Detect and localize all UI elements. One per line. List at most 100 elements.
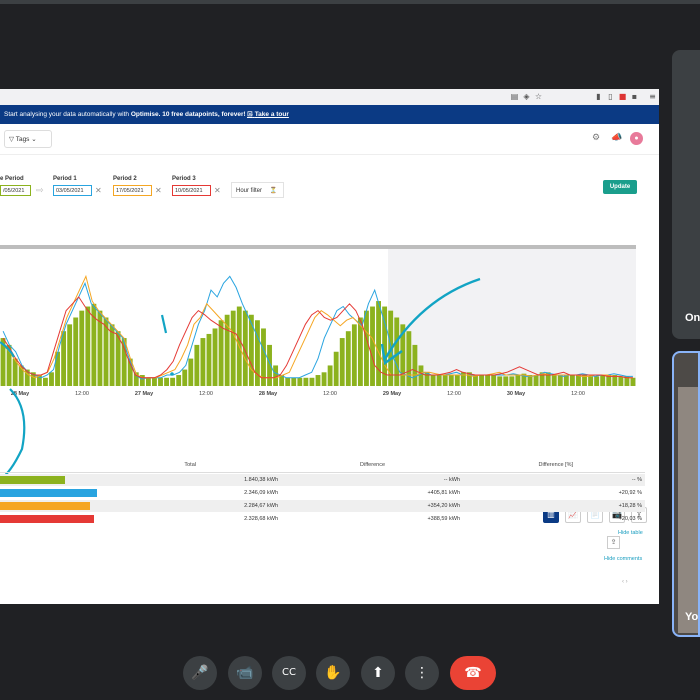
video-camera-icon[interactable]: 📹 (228, 656, 262, 690)
chart-series-line (2, 275, 633, 380)
end-call-icon[interactable]: ☎ (450, 656, 496, 690)
star-icon[interactable]: ☆ (534, 92, 543, 101)
chart-bar (273, 365, 279, 386)
base-period-label: e Period (0, 176, 24, 182)
chart-bar (127, 358, 133, 386)
chart-bar (261, 328, 266, 386)
x-tick-label: 27 May (135, 391, 154, 397)
close-icon[interactable]: ✕ (155, 186, 162, 195)
chart-series-line (2, 296, 633, 379)
period3-input[interactable]: 10/05/2021 (172, 185, 211, 196)
chart-bar (103, 317, 109, 386)
total-cell: 1.840,38 kWh (244, 477, 278, 483)
chart-bar (182, 369, 188, 386)
chart-bar (230, 310, 236, 386)
chart-bar (430, 375, 436, 386)
participant-name: You (685, 611, 699, 623)
gear-icon[interactable]: ⚙ (591, 133, 601, 143)
megaphone-icon[interactable]: 📣 (611, 133, 623, 143)
chart-bar (382, 306, 388, 386)
chart-bar (491, 375, 497, 386)
hour-filter-button[interactable]: Hour filter ⏳ (231, 182, 284, 198)
sidebar-icon[interactable]: ▯ (608, 92, 613, 101)
annotation-arrowhead (380, 343, 403, 366)
chart-bar (333, 351, 339, 386)
period2-input[interactable]: 17/05/2021 (113, 185, 152, 196)
x-tick-label: 28 May (11, 391, 30, 397)
period1-label: Period 1 (53, 176, 77, 182)
chart-bar (218, 320, 224, 386)
x-tick-label: 12:00 (571, 391, 585, 397)
chart-bar (36, 375, 42, 386)
chart-bar (55, 351, 60, 386)
pager-arrows[interactable]: ‹ › (622, 579, 628, 585)
chart-top-band (0, 245, 636, 249)
x-tick-label: 28 May (259, 391, 278, 397)
chart-bar (12, 358, 18, 386)
energy-chart: 28 May 12:00 27 May 12:00 28 May 12:00 29 May 1… (0, 245, 636, 480)
total-bar (0, 515, 94, 523)
total-bar (0, 502, 91, 510)
tags-button[interactable]: ▽ Tags ⌄ (4, 130, 52, 148)
chart-bar (569, 375, 575, 386)
chart-bar (351, 324, 357, 386)
close-icon[interactable]: ✕ (95, 186, 102, 195)
difference-cell: -- kWh (443, 477, 460, 483)
participant-tile[interactable]: On (672, 50, 700, 339)
difference-cell: +405,81 kWh (427, 490, 460, 496)
hide-comments-link[interactable]: Hide comments (604, 556, 643, 562)
period1-input[interactable]: 03/05/2021 (53, 185, 92, 196)
more-options-icon[interactable]: ⋮ (405, 656, 439, 690)
chart-bar (200, 338, 206, 386)
chart-bar (588, 376, 593, 386)
reader-icon[interactable]: ▤ (510, 92, 519, 101)
chart-bar (91, 303, 97, 386)
x-tick-label: 12:00 (199, 391, 213, 397)
microphone-icon[interactable]: 🎤 (183, 656, 217, 690)
difference-pct-header: Difference [%] (538, 462, 573, 468)
annotation-arrow (383, 277, 481, 360)
chart-bar (43, 377, 48, 386)
chart-bar (400, 324, 406, 386)
chart-bar (164, 377, 169, 386)
chart-bar (563, 375, 569, 386)
chart-bar (551, 375, 557, 386)
chart-bar (6, 344, 12, 386)
take-a-tour-link[interactable]: ⊡ Take a tour (247, 105, 289, 124)
filter-icon: ▽ (9, 135, 14, 143)
add-comment-icon[interactable]: ⇪ (607, 536, 620, 549)
chart-bar (467, 372, 472, 386)
menu-icon[interactable]: ≡ (649, 92, 656, 101)
hide-table-link[interactable]: Hide table (618, 530, 643, 536)
base-period-input[interactable]: /05/2021 (0, 185, 31, 196)
extension2-icon[interactable]: ▪ (631, 92, 638, 101)
banner-text: Start analysing your data automatically … (4, 105, 254, 124)
table-header: Total Difference Difference [%] (0, 462, 645, 473)
extension-icon[interactable]: ■ (618, 92, 627, 101)
shield-icon[interactable]: ◈ (523, 92, 530, 101)
chart-bar (309, 377, 315, 386)
captions-icon[interactable]: CC (272, 656, 306, 690)
library-icon[interactable]: ▮ (596, 92, 601, 101)
chart-bar (521, 373, 527, 386)
chart-bar (503, 376, 509, 386)
update-button[interactable]: Update (603, 180, 637, 194)
chart-bar (394, 317, 400, 386)
chart-bar (321, 372, 327, 386)
raise-hand-icon[interactable]: ✋ (316, 656, 350, 690)
avatar[interactable]: ● (630, 132, 643, 145)
chart-bar (291, 377, 297, 386)
chart-bar (515, 375, 521, 386)
chart-bar (424, 372, 430, 386)
chevron-down-icon: ⌄ (31, 135, 37, 143)
chart-bar (97, 310, 103, 386)
chart-bar (406, 331, 412, 386)
present-screen-icon[interactable]: ⬆ (361, 656, 395, 690)
chart-bar (618, 376, 624, 386)
chart-bar (576, 375, 581, 386)
chart-bar (170, 377, 176, 386)
app-toolbar: ▽ Tags ⌄ ⚙ 📣 ● (0, 124, 659, 155)
close-icon[interactable]: ✕ (214, 186, 221, 195)
self-participant-tile[interactable]: You (672, 351, 700, 637)
chart-bar (61, 331, 67, 386)
